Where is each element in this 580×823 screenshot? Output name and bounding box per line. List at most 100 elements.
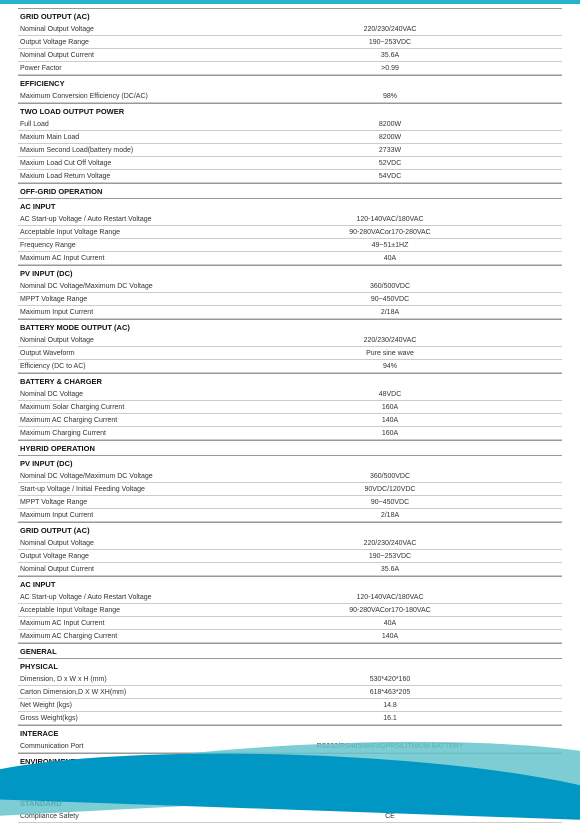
spec-value: 90~450VDC <box>220 499 560 506</box>
section-header: BATTERY MODE OUTPUT (AC) <box>18 319 562 334</box>
spec-row: MPPT Voltage Range90~450VDC <box>18 496 562 509</box>
spec-label: Nominal Output Current <box>20 566 220 573</box>
spec-label: Maximum AC Input Current <box>20 620 220 627</box>
spec-row: Maxium Main Load8200W <box>18 131 562 144</box>
spec-value: 14.8 <box>220 702 560 709</box>
spec-value: Pure sine wave <box>220 350 560 357</box>
spec-value: 360/500VDC <box>220 473 560 480</box>
section-header: AC INPUT <box>18 576 562 591</box>
spec-label: Full Load <box>20 121 220 128</box>
spec-label: MPPT Voltage Range <box>20 499 220 506</box>
spec-row: Maxium Load Cut Off Voltage52VDC <box>18 157 562 170</box>
spec-row: AC Start-up Voltage / Auto Restart Volta… <box>18 213 562 226</box>
spec-value: 2/18A <box>220 309 560 316</box>
spec-label: Acceptable Input Voltage Range <box>20 229 220 236</box>
spec-table: GRID OUTPUT (AC)Nominal Output Voltage22… <box>0 4 580 823</box>
spec-row: Full Load8200W <box>18 118 562 131</box>
section-header: EFFICIENCY <box>18 75 562 90</box>
spec-label: Compliance Safety <box>20 813 220 820</box>
section-header: BATTERY & CHARGER <box>18 373 562 388</box>
spec-value: 90~450VDC <box>220 296 560 303</box>
spec-label: Maxium Load Cut Off Voltage <box>20 160 220 167</box>
spec-label: AC Start-up Voltage / Auto Restart Volta… <box>20 594 220 601</box>
spec-value: 140A <box>220 633 560 640</box>
spec-row: Maximum AC Charging Current140A <box>18 414 562 427</box>
spec-value: 8200W <box>220 134 560 141</box>
spec-label: Nominal Output Current <box>20 52 220 59</box>
spec-value: 220/230/240VAC <box>220 540 560 547</box>
spec-value: 220/230/240VAC <box>220 337 560 344</box>
spec-label: MPPT Voltage Range <box>20 296 220 303</box>
section-header: PV INPUT (DC) <box>18 265 562 280</box>
spec-value: 618*463*205 <box>220 689 560 696</box>
spec-label: Maximum Charging Current <box>20 430 220 437</box>
spec-label: Nominal DC Voltage/Maximum DC Voltage <box>20 473 220 480</box>
spec-label: Maximum Input Current <box>20 512 220 519</box>
spec-row: Frequency Range49~51±1HZ <box>18 239 562 252</box>
spec-row: Nominal Output Current35.6A <box>18 49 562 62</box>
spec-row: Maximum Input Current2/18A <box>18 306 562 319</box>
spec-row: Nominal Output Voltage220/230/240VAC <box>18 334 562 347</box>
spec-value: 120-140VAC/180VAC <box>220 216 560 223</box>
spec-label: Maximum AC Charging Current <box>20 633 220 640</box>
section-header: HYBRID OPERATION <box>18 440 562 455</box>
spec-row: Output WaveformPure sine wave <box>18 347 562 360</box>
section-header: PV INPUT (DC) <box>18 455 562 470</box>
spec-value: 94% <box>220 363 560 370</box>
spec-value: 16.1 <box>220 715 560 722</box>
spec-value: 90VDC/120VDC <box>220 486 560 493</box>
spec-row: Maxium Second Load(battery mode)2733W <box>18 144 562 157</box>
spec-row: Dimension, D x W x H (mm)530*420*160 <box>18 673 562 686</box>
section-header: GRID OUTPUT (AC) <box>18 8 562 23</box>
section-header: GENERAL <box>18 643 562 658</box>
spec-row: AC Start-up Voltage / Auto Restart Volta… <box>18 591 562 604</box>
spec-label: Maximum AC Input Current <box>20 255 220 262</box>
spec-row: Maximum Solar Charging Current160A <box>18 401 562 414</box>
spec-value: 35.6A <box>220 52 560 59</box>
spec-row: Efficiency (DC to AC)94% <box>18 360 562 373</box>
spec-label: Maxium Main Load <box>20 134 220 141</box>
section-header: TWO LOAD OUTPUT POWER <box>18 103 562 118</box>
spec-label: Output Voltage Range <box>20 553 220 560</box>
spec-row: Acceptable Input Voltage Range90-280VACo… <box>18 226 562 239</box>
spec-label: Nominal DC Voltage <box>20 391 220 398</box>
spec-label: Net Weight (kgs) <box>20 702 220 709</box>
spec-label: Nominal DC Voltage/Maximum DC Voltage <box>20 283 220 290</box>
spec-row: Acceptable Input Voltage Range90-280VACo… <box>18 604 562 617</box>
spec-label: Carton Dimension,D X W XH(mm) <box>20 689 220 696</box>
spec-row: Nominal Output Voltage220/230/240VAC <box>18 23 562 36</box>
spec-value: 49~51±1HZ <box>220 242 560 249</box>
spec-label: Maximum AC Charging Current <box>20 417 220 424</box>
spec-value: >0.99 <box>220 65 560 72</box>
spec-row: Net Weight (kgs)14.8 <box>18 699 562 712</box>
spec-row: Maximum AC Input Current40A <box>18 617 562 630</box>
spec-label: Output Voltage Range <box>20 39 220 46</box>
spec-row: Power Factor>0.99 <box>18 62 562 75</box>
spec-label: Maximum Conversion Efficiency (DC/AC) <box>20 93 220 100</box>
spec-label: Maxium Second Load(battery mode) <box>20 147 220 154</box>
spec-value: 160A <box>220 430 560 437</box>
spec-row: Output Voltage Range190~253VDC <box>18 550 562 563</box>
spec-value: 48VDC <box>220 391 560 398</box>
spec-row: Maximum Charging Current160A <box>18 427 562 440</box>
spec-value: 530*420*160 <box>220 676 560 683</box>
spec-label: Maximum Input Current <box>20 309 220 316</box>
spec-value: 160A <box>220 404 560 411</box>
section-header: AC INPUT <box>18 198 562 213</box>
spec-row: Maximum AC Input Current40A <box>18 252 562 265</box>
spec-value: 40A <box>220 255 560 262</box>
spec-value: 8200W <box>220 121 560 128</box>
spec-row: Nominal Output Voltage220/230/240VAC <box>18 537 562 550</box>
spec-row: Gross Weight(kgs)16.1 <box>18 712 562 725</box>
section-header: GRID OUTPUT (AC) <box>18 522 562 537</box>
spec-row: Nominal DC Voltage/Maximum DC Voltage360… <box>18 280 562 293</box>
spec-row: Carton Dimension,D X W XH(mm)618*463*205 <box>18 686 562 699</box>
spec-row: Maxium Load Return Voltage54VDC <box>18 170 562 183</box>
spec-label: AC Start-up Voltage / Auto Restart Volta… <box>20 216 220 223</box>
spec-value: 98% <box>220 93 560 100</box>
spec-value: 190~253VDC <box>220 39 560 46</box>
spec-value: 360/500VDC <box>220 283 560 290</box>
footer-waves <box>0 730 580 800</box>
section-header: OFF-GRID OPERATION <box>18 183 562 198</box>
spec-value: 52VDC <box>220 160 560 167</box>
